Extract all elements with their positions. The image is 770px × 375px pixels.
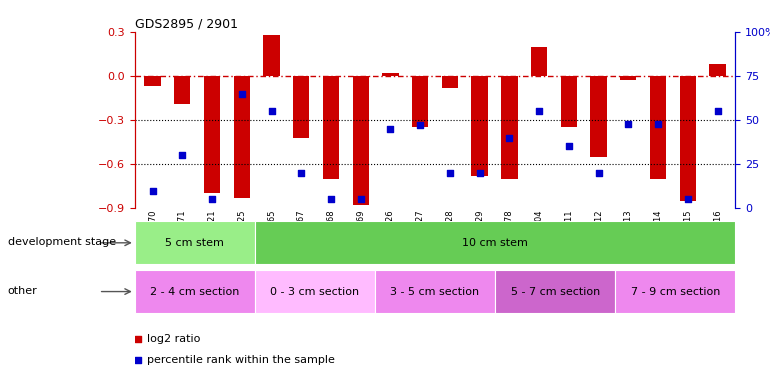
Bar xyxy=(561,76,577,128)
Point xyxy=(681,196,694,202)
Bar xyxy=(135,270,255,313)
Bar xyxy=(204,76,220,194)
Bar xyxy=(591,76,607,157)
Bar xyxy=(650,76,666,179)
Point xyxy=(592,170,604,176)
Bar xyxy=(135,221,255,264)
Point xyxy=(652,120,665,126)
Bar xyxy=(615,270,735,313)
Point xyxy=(384,126,397,132)
Point xyxy=(132,357,144,363)
Bar xyxy=(255,270,375,313)
Text: other: other xyxy=(8,286,38,296)
Point xyxy=(206,196,218,202)
Bar xyxy=(145,76,161,86)
Bar xyxy=(233,76,250,198)
Text: percentile rank within the sample: percentile rank within the sample xyxy=(147,355,335,365)
Point xyxy=(146,188,159,194)
Point xyxy=(533,108,545,114)
Bar xyxy=(375,270,495,313)
Bar xyxy=(620,76,637,80)
Point xyxy=(444,170,456,176)
Bar xyxy=(412,76,428,128)
Bar xyxy=(442,76,458,88)
Point xyxy=(622,120,634,126)
Bar xyxy=(501,76,517,179)
Bar xyxy=(382,73,399,76)
Bar xyxy=(531,46,547,76)
Point xyxy=(176,152,189,158)
Text: 3 - 5 cm section: 3 - 5 cm section xyxy=(390,286,480,297)
Text: 0 - 3 cm section: 0 - 3 cm section xyxy=(270,286,360,297)
Bar xyxy=(255,221,735,264)
Point xyxy=(266,108,278,114)
Bar xyxy=(495,270,615,313)
Text: log2 ratio: log2 ratio xyxy=(147,334,200,344)
Text: 7 - 9 cm section: 7 - 9 cm section xyxy=(631,286,720,297)
Point xyxy=(132,336,144,342)
Bar xyxy=(709,64,725,76)
Point xyxy=(354,196,367,202)
Text: development stage: development stage xyxy=(8,237,115,247)
Point xyxy=(295,170,307,176)
Bar xyxy=(680,76,696,201)
Point xyxy=(711,108,724,114)
Bar xyxy=(353,76,369,205)
Point xyxy=(414,122,427,128)
Text: 5 cm stem: 5 cm stem xyxy=(166,238,224,248)
Bar xyxy=(293,76,310,138)
Point xyxy=(504,135,516,141)
Bar xyxy=(174,76,190,104)
Text: 2 - 4 cm section: 2 - 4 cm section xyxy=(150,286,239,297)
Bar xyxy=(323,76,339,179)
Bar xyxy=(263,35,280,76)
Bar xyxy=(471,76,488,176)
Text: 10 cm stem: 10 cm stem xyxy=(462,238,528,248)
Point xyxy=(563,144,575,150)
Text: 5 - 7 cm section: 5 - 7 cm section xyxy=(511,286,600,297)
Point xyxy=(474,170,486,176)
Point xyxy=(236,91,248,97)
Text: GDS2895 / 2901: GDS2895 / 2901 xyxy=(135,18,238,31)
Point xyxy=(325,196,337,202)
